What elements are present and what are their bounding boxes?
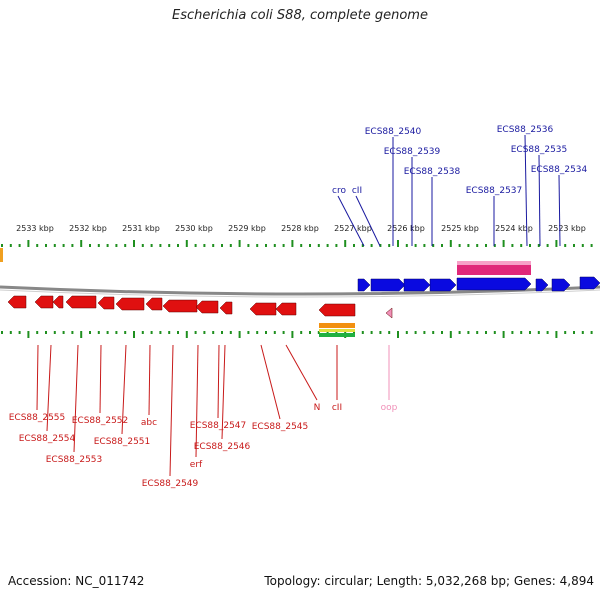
reverse-gene	[97, 296, 115, 310]
scale-label: 2523 kbp	[548, 224, 586, 233]
reverse-gene	[195, 300, 219, 314]
forward-gene	[551, 278, 571, 292]
bottom-label-leader	[46, 344, 52, 432]
reverse-gene	[249, 302, 277, 316]
bottom-label-leader	[285, 344, 318, 401]
bottom-gene-label: cII	[332, 403, 342, 413]
bottom-gene-label: ECS88_2547	[190, 421, 247, 431]
top-gene-label: ECS88_2540	[365, 127, 422, 137]
scale-label: 2533 kbp	[16, 224, 54, 233]
forward-gene	[429, 278, 457, 292]
bottom-gene-label: ECS88_2553	[46, 455, 103, 465]
top-label-leader	[538, 154, 541, 247]
bottom-label-leader	[99, 344, 102, 414]
forward-gene	[357, 278, 371, 292]
accession-label: Accession: NC_011742	[8, 574, 145, 588]
forward-gene	[535, 278, 549, 292]
top-gene-label: ECS88_2538	[404, 167, 461, 177]
top-label-leader	[355, 195, 381, 247]
top-gene-label: ECS88_2537	[466, 186, 523, 196]
bottom-gene-label: ECS88_2555	[9, 413, 66, 423]
bottom-label-leader	[221, 344, 226, 440]
reverse-gene	[115, 297, 145, 311]
reverse-gene	[7, 295, 27, 309]
top-gene-label: ECS88_2536	[497, 125, 554, 135]
scale-label: 2528 kbp	[281, 224, 319, 233]
feature-bar-orange	[319, 323, 355, 328]
bottom-gene-label: ECS88_2554	[19, 434, 76, 444]
top-gene-label: cro	[332, 186, 346, 196]
top-gene-label: ECS88_2539	[384, 147, 441, 157]
top-gene-label: ECS88_2534	[531, 165, 588, 175]
bottom-label-leader	[148, 344, 151, 416]
top-gene-label: cII	[352, 186, 362, 196]
reverse-gene	[34, 295, 54, 309]
top-label-leader	[337, 195, 365, 247]
bottom-label-leader	[217, 344, 220, 419]
top-label-leader	[524, 134, 528, 247]
top-label-leader	[558, 174, 561, 247]
scale-label: 2530 kbp	[175, 224, 213, 233]
forward-gene	[370, 278, 406, 292]
bottom-gene-label: ECS88_2549	[142, 479, 199, 489]
bottom-gene-label: ECS88_2546	[194, 442, 251, 452]
bottom-gene-label: erf	[190, 460, 203, 470]
scale-label: 2531 kbp	[122, 224, 160, 233]
bottom-label-leader	[169, 344, 174, 477]
bottom-gene-label: oop	[381, 403, 398, 413]
reverse-gene	[145, 297, 163, 311]
scale-label: 2529 kbp	[228, 224, 266, 233]
bottom-gene-label: abc	[141, 418, 157, 428]
scale-label: 2525 kbp	[441, 224, 479, 233]
genome-backbone-shadow	[0, 289, 600, 298]
bottom-gene-label: ECS88_2551	[94, 437, 151, 447]
bottom-label-leader	[121, 344, 127, 435]
bottom-gene-label: N	[314, 403, 321, 413]
reverse-gene	[219, 301, 233, 315]
reverse-gene	[162, 299, 198, 313]
forward-gene	[456, 277, 532, 291]
scale-label: 2524 kbp	[495, 224, 533, 233]
scale-label: 2526 kbp	[387, 224, 425, 233]
bottom-label-leader	[260, 344, 281, 420]
top-gene-label: ECS88_2535	[511, 145, 568, 155]
genome-backbone	[0, 285, 600, 296]
bottom-gene-label: ECS88_2552	[72, 416, 129, 426]
bottom-label-leader	[195, 344, 199, 458]
forward-gene	[403, 278, 431, 292]
edge-feature	[0, 248, 3, 262]
feature-bar-yellow	[319, 329, 355, 332]
reverse-gene	[318, 303, 356, 317]
reverse-gene	[275, 302, 297, 316]
feature-bar-green	[319, 333, 355, 337]
bottom-label-leader	[73, 344, 79, 453]
genome-stats: Topology: circular; Length: 5,032,268 bp…	[264, 574, 594, 588]
scale-label: 2527 kbp	[334, 224, 372, 233]
feature-block-highlight	[457, 261, 531, 265]
forward-gene	[579, 276, 600, 290]
bottom-label-leader	[36, 344, 39, 411]
bottom-gene-label: ECS88_2545	[252, 422, 309, 432]
reverse-gene	[52, 295, 64, 309]
genome-title: Escherichia coli S88, complete genome	[172, 8, 428, 23]
pseudo-gene	[385, 307, 393, 319]
scale-label: 2532 kbp	[69, 224, 107, 233]
reverse-gene	[65, 295, 97, 309]
